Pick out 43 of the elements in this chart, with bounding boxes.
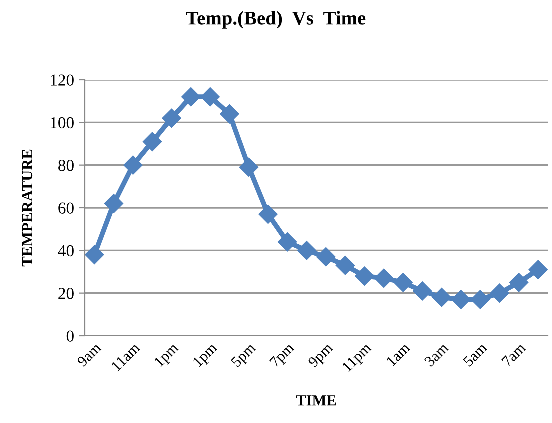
x-tick-label: 5pm bbox=[230, 342, 259, 370]
point bbox=[490, 284, 510, 303]
point bbox=[142, 132, 162, 152]
y-tick-label: 120 bbox=[51, 74, 74, 86]
point bbox=[528, 260, 548, 280]
point bbox=[85, 245, 104, 264]
point bbox=[394, 273, 413, 292]
x-tick-label: 7pm bbox=[269, 342, 298, 370]
x-tick-label: 1am bbox=[386, 342, 411, 367]
y-tick-label: 20 bbox=[58, 288, 74, 300]
x-tick-label: 9am bbox=[76, 342, 102, 368]
point bbox=[239, 158, 259, 177]
chart-title: Temp.(Bed) Vs Time bbox=[186, 11, 366, 29]
point bbox=[413, 282, 432, 301]
x-tick-label: 9pm bbox=[308, 342, 336, 370]
point bbox=[432, 288, 452, 308]
point bbox=[452, 290, 471, 310]
point bbox=[355, 266, 374, 286]
y-tick-label: 100 bbox=[51, 117, 74, 129]
point bbox=[297, 241, 316, 260]
y-tick-label: 60 bbox=[58, 202, 74, 214]
y-tick-label: 40 bbox=[58, 245, 74, 257]
point bbox=[104, 194, 124, 214]
x-tick-label: 3am bbox=[424, 342, 450, 368]
x-tick-label: 1pm bbox=[154, 342, 182, 370]
point bbox=[510, 273, 529, 292]
point bbox=[182, 88, 201, 107]
point bbox=[200, 88, 220, 107]
point bbox=[220, 104, 240, 124]
point bbox=[374, 268, 394, 288]
x-tick-label: 7am bbox=[502, 342, 526, 368]
point bbox=[258, 204, 278, 224]
y-tick-label: 0 bbox=[66, 330, 74, 342]
x-tick-label: 5am bbox=[462, 342, 488, 368]
x-tick-label: 1pm bbox=[192, 342, 220, 370]
y-axis-title: TEMPERATURE bbox=[22, 150, 33, 267]
point bbox=[124, 156, 143, 175]
point bbox=[336, 256, 355, 276]
x-axis-title: TIME bbox=[296, 396, 336, 406]
point bbox=[162, 108, 182, 128]
y-tick-label: 80 bbox=[58, 160, 74, 172]
point bbox=[278, 232, 298, 252]
point bbox=[316, 248, 336, 267]
